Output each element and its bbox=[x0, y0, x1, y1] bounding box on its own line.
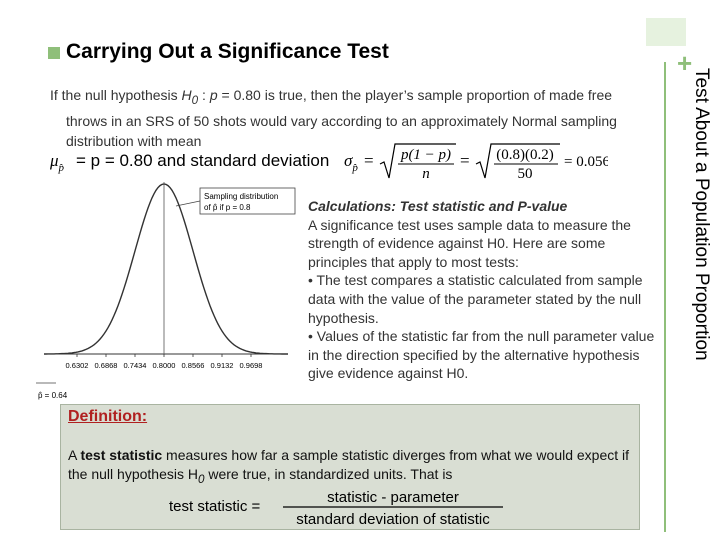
equals-sign-2: = bbox=[460, 151, 470, 170]
equals-sign-1: = bbox=[364, 151, 374, 170]
sqrt-sign-1 bbox=[379, 143, 456, 179]
term-test-statistic: test statistic bbox=[80, 447, 163, 463]
mean-text: = p = 0.80 and standard deviation bbox=[76, 151, 329, 170]
fraction2-numerator: (0.8)(0.2) bbox=[496, 147, 553, 163]
formula-denominator: standard deviation of statistic bbox=[296, 511, 490, 527]
definition-title: Definition: bbox=[68, 408, 148, 425]
formula-numerator: statistic - parameter bbox=[327, 489, 459, 506]
h0-symbol: H0 bbox=[181, 87, 199, 107]
definition-text: A test statistic measures how far a samp… bbox=[68, 447, 630, 486]
definition-box: Definition: A test statistic measures ho… bbox=[60, 404, 640, 530]
curve-tick-label: 0.6302 bbox=[66, 361, 89, 370]
side-title: Test About a Population Proportion bbox=[691, 68, 712, 361]
calculations-bullet-2: • Values of the statistic far from the n… bbox=[308, 328, 655, 382]
sd-result: = 0.0566 bbox=[564, 154, 608, 170]
curve-tick-label: 0.9698 bbox=[240, 361, 263, 370]
slide-title-text: Carrying Out a Significance Test bbox=[66, 40, 389, 63]
curve-tick-label: 0.8566 bbox=[182, 361, 205, 370]
slide-title: Carrying Out a Significance Test bbox=[48, 40, 389, 64]
fraction2-denominator: 50 bbox=[518, 166, 533, 182]
observed-label: p̂ = 0.64 bbox=[38, 391, 68, 400]
fraction1-numerator: p(1 − p) bbox=[400, 147, 451, 163]
curve-label-line2: of p̂ if p = 0.8 bbox=[204, 203, 251, 212]
curve-label-box bbox=[199, 187, 296, 215]
intro-paragraph: If the null hypothesis H0 : p = 0.80 is … bbox=[50, 85, 640, 151]
fraction1-denominator: n bbox=[422, 166, 430, 182]
sampling-formula: μp̂ = p = 0.80 and standard deviation σp… bbox=[49, 143, 608, 182]
curve-tick-label: 0.6868 bbox=[95, 361, 118, 370]
sampling-distribution-curve: Sampling distribution of p̂ if p = 0.8 0… bbox=[36, 182, 296, 400]
square-bullet-icon bbox=[48, 47, 60, 59]
plus-icon: + bbox=[677, 48, 693, 78]
vertical-divider bbox=[664, 62, 666, 532]
curve-tick-label: 0.8000 bbox=[153, 361, 176, 370]
mu-phat-symbol: μp̂ bbox=[49, 151, 65, 174]
curve-tick-label: 0.7434 bbox=[124, 361, 147, 370]
curve-label-pointer bbox=[175, 200, 201, 207]
curve-tick-label: 0.9132 bbox=[211, 361, 234, 370]
intro-text-pre: If the null hypothesis bbox=[50, 87, 182, 103]
curve-tick-labels: 0.6302 0.6868 0.7434 0.8000 0.8566 0.9132 0.96… bbox=[66, 354, 263, 370]
bell-curve bbox=[44, 183, 288, 355]
calculations-text: Calculations: Test statistic and P-value… bbox=[308, 197, 656, 383]
sqrt-sign-2 bbox=[475, 143, 560, 179]
calculations-heading: Calculations: Test statistic and P-value bbox=[308, 198, 568, 214]
p-symbol: p bbox=[209, 87, 218, 103]
intro-text-rest: = 0.80 is true, then the player’s sample… bbox=[66, 87, 617, 149]
curve-label-line1: Sampling distribution bbox=[204, 192, 278, 201]
calculations-body: A significance test uses sample data to … bbox=[308, 216, 631, 270]
calculations-bullet-1: • The test compares a statistic calculat… bbox=[308, 272, 643, 326]
sigma-phat-symbol: σp̂ bbox=[344, 151, 358, 174]
test-statistic-formula: test statistic = statistic - parameter s… bbox=[169, 489, 503, 527]
corner-decoration bbox=[646, 18, 686, 46]
intro-colon: : bbox=[198, 87, 210, 103]
formula-lhs: test statistic = bbox=[169, 498, 261, 515]
